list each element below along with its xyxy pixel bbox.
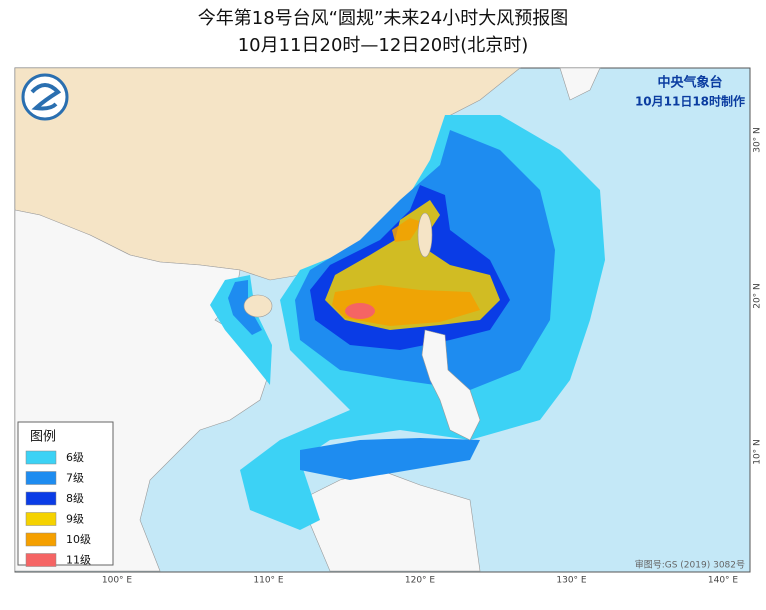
longitude-label: 120° E — [405, 576, 436, 586]
subtitle: 10月11日20时—12日20时(北京时) — [238, 35, 529, 56]
legend-swatch — [25, 512, 57, 526]
longitude-labels: 100° E 110° E 120° E 130° E 140° E — [102, 576, 739, 586]
korea-land — [559, 67, 601, 101]
latitude-label: 30° N — [753, 127, 763, 153]
legend-swatch — [25, 450, 57, 465]
wind-zones — [210, 115, 605, 530]
zone-11 — [345, 303, 375, 319]
legend-label: 7级 — [66, 472, 84, 485]
latitude-label: 20° N — [753, 283, 763, 309]
legend-swatch — [25, 532, 57, 547]
legend-label: 6级 — [66, 451, 84, 464]
legend-swatch — [25, 553, 57, 567]
logo — [21, 73, 69, 121]
legend: 图例 6级 7级 8级 9级 10级 11级 — [17, 421, 114, 567]
hainan — [243, 294, 273, 318]
taiwan — [417, 212, 433, 258]
map: 中央气象台 10月11日18时制作 审图号:GS (2019) 3082号 图例… — [14, 67, 751, 573]
longitude-label: 130° E — [556, 576, 587, 586]
legend-label: 8级 — [66, 492, 84, 505]
legend-label: 10级 — [66, 533, 91, 546]
latitude-labels: 30° N 20° N 10° N — [753, 127, 763, 465]
zone-10-north — [392, 218, 422, 242]
longitude-label: 110° E — [253, 576, 284, 586]
approval-number: 审图号:GS (2019) 3082号 — [635, 559, 745, 571]
latitude-label: 10° N — [753, 439, 763, 465]
agency-name: 中央气象台 — [657, 75, 722, 91]
longitude-label: 140° E — [708, 576, 739, 586]
legend-title: 图例 — [30, 430, 56, 445]
legend-label: 9级 — [66, 513, 84, 526]
longitude-label: 100° E — [102, 576, 133, 586]
legend-swatch — [25, 471, 57, 485]
title: 今年第18号台风“圆规”未来24小时大风预报图 — [198, 8, 568, 29]
legend-label: 11级 — [66, 554, 91, 567]
zone-6-tonkin — [210, 275, 272, 385]
legend-swatch — [25, 491, 57, 506]
zone-7-south — [300, 438, 480, 480]
issued-time: 10月11日18时制作 — [635, 94, 745, 109]
philippines — [421, 329, 481, 441]
